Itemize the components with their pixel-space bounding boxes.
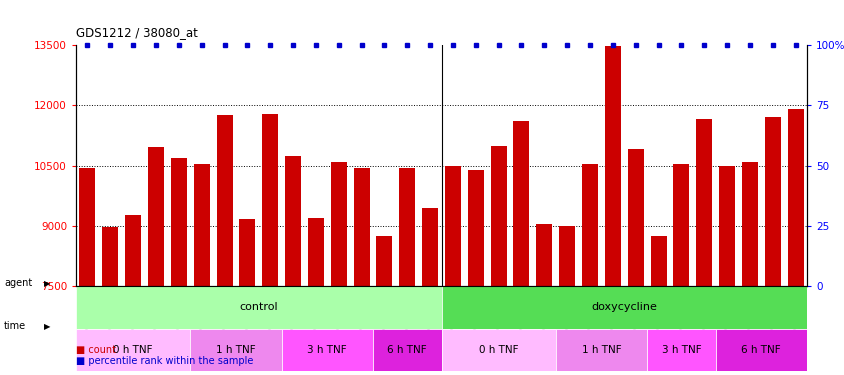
Bar [647, 329, 715, 371]
Bar [695, 119, 711, 286]
Text: 0 h TNF: 0 h TNF [113, 345, 153, 355]
Bar [262, 114, 278, 286]
Text: 3 h TNF: 3 h TNF [307, 345, 347, 355]
Text: ▶: ▶ [44, 279, 51, 288]
Bar [422, 208, 437, 286]
Text: 6 h TNF: 6 h TNF [387, 345, 426, 355]
Bar [787, 109, 803, 286]
Bar [718, 166, 734, 286]
Bar [330, 162, 346, 286]
Bar [239, 219, 255, 286]
Bar [125, 214, 141, 286]
Text: GDS1212 / 38080_at: GDS1212 / 38080_at [76, 26, 197, 39]
Bar [102, 228, 118, 286]
Bar [490, 146, 506, 286]
Text: time: time [4, 321, 26, 331]
Bar [372, 329, 441, 371]
Bar [604, 46, 620, 286]
Text: control: control [239, 302, 278, 312]
Bar [627, 150, 643, 286]
Bar [284, 156, 300, 286]
Bar [79, 168, 95, 286]
Text: 6 h TNF: 6 h TNF [740, 345, 780, 355]
Bar [148, 147, 164, 286]
Bar [468, 170, 484, 286]
Bar [650, 236, 666, 286]
Bar [281, 329, 372, 371]
Bar [353, 168, 369, 286]
Bar [170, 158, 187, 286]
Text: ■ percentile rank within the sample: ■ percentile rank within the sample [76, 356, 253, 366]
Bar [513, 122, 529, 286]
Bar [376, 236, 392, 286]
Bar [398, 168, 414, 286]
Bar [216, 116, 232, 286]
Text: doxycycline: doxycycline [591, 302, 657, 312]
Text: 1 h TNF: 1 h TNF [581, 345, 620, 355]
Bar [307, 218, 323, 286]
Bar [76, 329, 190, 371]
Bar [190, 329, 281, 371]
Bar [76, 286, 441, 329]
Bar [555, 329, 647, 371]
Bar [193, 164, 209, 286]
Bar [536, 224, 552, 286]
Text: agent: agent [4, 278, 32, 288]
Text: ▶: ▶ [44, 322, 51, 331]
Text: ■ count: ■ count [76, 345, 116, 354]
Bar [582, 164, 598, 286]
Bar [445, 166, 460, 286]
Bar [441, 329, 555, 371]
Text: 3 h TNF: 3 h TNF [661, 345, 701, 355]
Bar [715, 329, 806, 371]
Bar [559, 226, 575, 286]
Text: 0 h TNF: 0 h TNF [479, 345, 517, 355]
Bar [441, 286, 806, 329]
Bar [764, 117, 780, 286]
Bar [741, 162, 757, 286]
Text: 1 h TNF: 1 h TNF [216, 345, 256, 355]
Bar [673, 164, 689, 286]
